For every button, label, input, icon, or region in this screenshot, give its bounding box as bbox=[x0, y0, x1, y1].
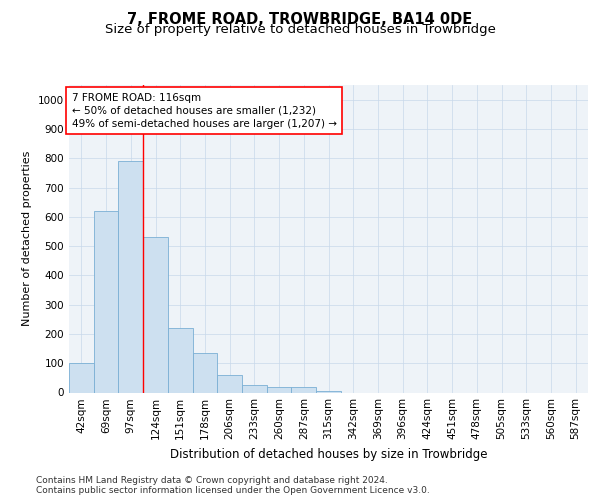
Text: 7, FROME ROAD, TROWBRIDGE, BA14 0DE: 7, FROME ROAD, TROWBRIDGE, BA14 0DE bbox=[127, 12, 473, 28]
Y-axis label: Number of detached properties: Number of detached properties bbox=[22, 151, 32, 326]
Text: 7 FROME ROAD: 116sqm
← 50% of detached houses are smaller (1,232)
49% of semi-de: 7 FROME ROAD: 116sqm ← 50% of detached h… bbox=[71, 92, 337, 129]
Bar bbox=[217, 375, 242, 392]
Text: Contains HM Land Registry data © Crown copyright and database right 2024.
Contai: Contains HM Land Registry data © Crown c… bbox=[36, 476, 430, 495]
Text: Size of property relative to detached houses in Trowbridge: Size of property relative to detached ho… bbox=[104, 22, 496, 36]
Bar bbox=[316, 391, 341, 392]
Bar bbox=[292, 386, 316, 392]
X-axis label: Distribution of detached houses by size in Trowbridge: Distribution of detached houses by size … bbox=[170, 448, 487, 461]
Bar bbox=[143, 238, 168, 392]
Bar bbox=[193, 353, 217, 393]
Bar bbox=[118, 161, 143, 392]
Bar bbox=[168, 328, 193, 392]
Bar bbox=[267, 386, 292, 392]
Bar bbox=[94, 211, 118, 392]
Bar bbox=[242, 385, 267, 392]
Bar bbox=[69, 363, 94, 392]
